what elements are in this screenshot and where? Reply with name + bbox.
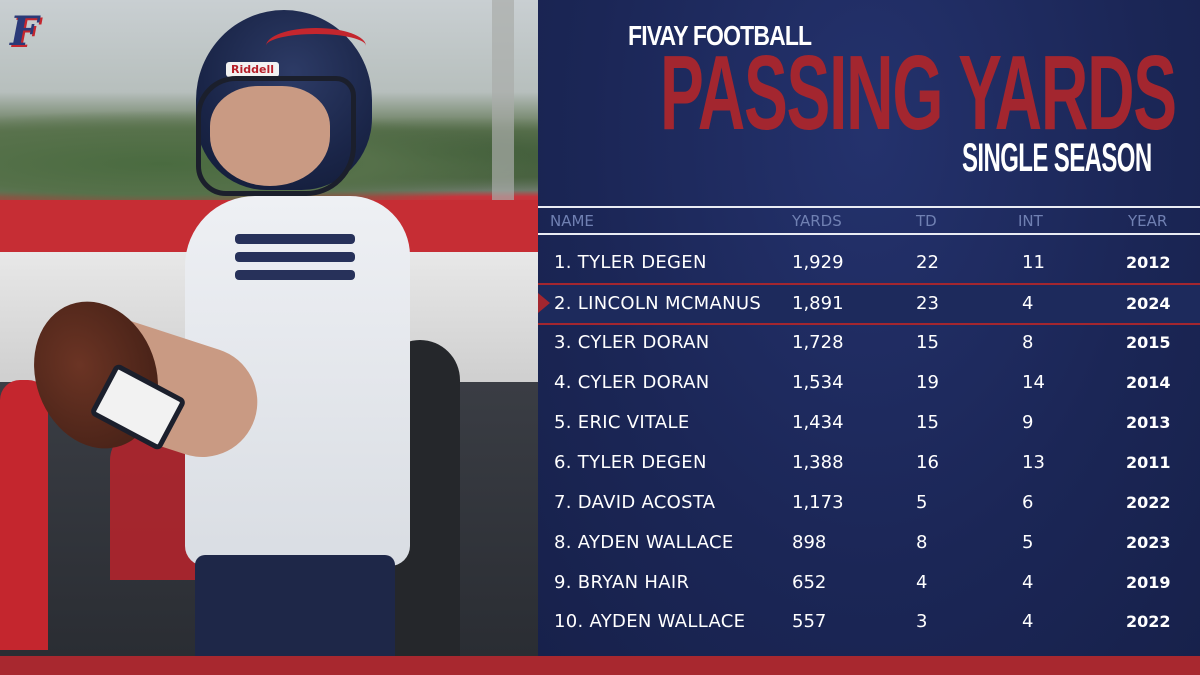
table-row: 6. TYLER DEGEN 1,388 16 13 2011 [538, 444, 1200, 482]
player-year: 2012 [1126, 253, 1171, 272]
player-year: 2013 [1126, 413, 1171, 432]
player-name: 1. TYLER DEGEN [554, 252, 707, 273]
player-td: 15 [916, 332, 939, 353]
player-td: 23 [916, 293, 939, 314]
player-photo: Riddell F [0, 0, 538, 656]
player-name: 4. CYLER DORAN [554, 372, 710, 393]
player-name: 2. LINCOLN MCMANUS [554, 293, 762, 314]
player-year: 2023 [1126, 533, 1171, 552]
column-header-year: YEAR [1128, 212, 1168, 230]
helmet-brand: Riddell [226, 62, 279, 77]
player-td: 5 [916, 492, 928, 513]
player-yards: 1,388 [792, 452, 844, 473]
helmet-facemask [196, 76, 356, 196]
header-title: PASSING YARDS [660, 34, 1177, 152]
player-int: 14 [1022, 372, 1045, 393]
player-year: 2024 [1126, 294, 1171, 313]
player-name: 7. DAVID ACOSTA [554, 492, 716, 513]
column-header-td: TD [916, 212, 937, 230]
player-yards: 1,534 [792, 372, 844, 393]
player-td: 8 [916, 532, 928, 553]
player-year: 2022 [1126, 493, 1171, 512]
player-int: 9 [1022, 412, 1034, 433]
player-name: 6. TYLER DEGEN [554, 452, 707, 473]
quarterback-jersey [185, 196, 410, 566]
player-td: 22 [916, 252, 939, 273]
player-year: 2014 [1126, 373, 1171, 392]
table-row: 10. AYDEN WALLACE 557 3 4 2022 [538, 603, 1200, 641]
player-td: 15 [916, 412, 939, 433]
player-int: 5 [1022, 532, 1034, 553]
table-row: 1. TYLER DEGEN 1,929 22 11 2012 [538, 244, 1200, 282]
highlight-arrow-icon [538, 293, 550, 313]
table-row: 3. CYLER DORAN 1,728 15 8 2015 [538, 324, 1200, 362]
header-subtitle: SINGLE SEASON [962, 136, 1152, 180]
player-int: 6 [1022, 492, 1034, 513]
player-year: 2011 [1126, 453, 1171, 472]
player-yards: 1,728 [792, 332, 844, 353]
player-int: 4 [1022, 293, 1034, 314]
player-name: 3. CYLER DORAN [554, 332, 710, 353]
player-int: 4 [1022, 611, 1034, 632]
table-header-rule [538, 233, 1200, 235]
column-header-name: NAME [550, 212, 594, 230]
stats-panel: FIVAY FOOTBALL PASSING YARDS SINGLE SEAS… [538, 0, 1200, 656]
player-name: 8. AYDEN WALLACE [554, 532, 734, 553]
table-row: 8. AYDEN WALLACE 898 8 5 2023 [538, 524, 1200, 562]
player-name: 5. ERIC VITALE [554, 412, 690, 433]
quarterback-pants [195, 555, 395, 656]
column-header-yards: YARDS [792, 212, 842, 230]
table-row-highlighted: 2. LINCOLN MCMANUS 1,891 23 4 2024 [538, 283, 1200, 325]
header-kicker: FIVAY FOOTBALL [628, 20, 812, 51]
player-yards: 1,891 [792, 293, 844, 314]
table-row: 5. ERIC VITALE 1,434 15 9 2013 [538, 404, 1200, 442]
fivay-logo: F [10, 8, 39, 55]
player-yards: 652 [792, 572, 827, 593]
player-yards: 557 [792, 611, 827, 632]
player-yards: 898 [792, 532, 827, 553]
player-yards: 1,434 [792, 412, 844, 433]
player-year: 2015 [1126, 333, 1171, 352]
player-year: 2019 [1126, 573, 1171, 592]
table-row: 4. CYLER DORAN 1,534 19 14 2014 [538, 364, 1200, 402]
player-int: 11 [1022, 252, 1045, 273]
player-name: 10. AYDEN WALLACE [554, 611, 746, 632]
player-name: 9. BRYAN HAIR [554, 572, 690, 593]
player-td: 4 [916, 572, 928, 593]
player-int: 4 [1022, 572, 1034, 593]
player-int: 8 [1022, 332, 1034, 353]
player-td: 3 [916, 611, 928, 632]
photo-light-pole [492, 0, 514, 200]
player-td: 19 [916, 372, 939, 393]
bottom-accent-bar [0, 656, 1200, 675]
table-row: 9. BRYAN HAIR 652 4 4 2019 [538, 564, 1200, 602]
player-year: 2022 [1126, 612, 1171, 631]
table-top-rule [538, 206, 1200, 208]
column-header-int: INT [1018, 212, 1043, 230]
photo-background-player [0, 380, 48, 650]
player-yards: 1,929 [792, 252, 844, 273]
table-row: 7. DAVID ACOSTA 1,173 5 6 2022 [538, 484, 1200, 522]
player-yards: 1,173 [792, 492, 844, 513]
player-int: 13 [1022, 452, 1045, 473]
player-td: 16 [916, 452, 939, 473]
